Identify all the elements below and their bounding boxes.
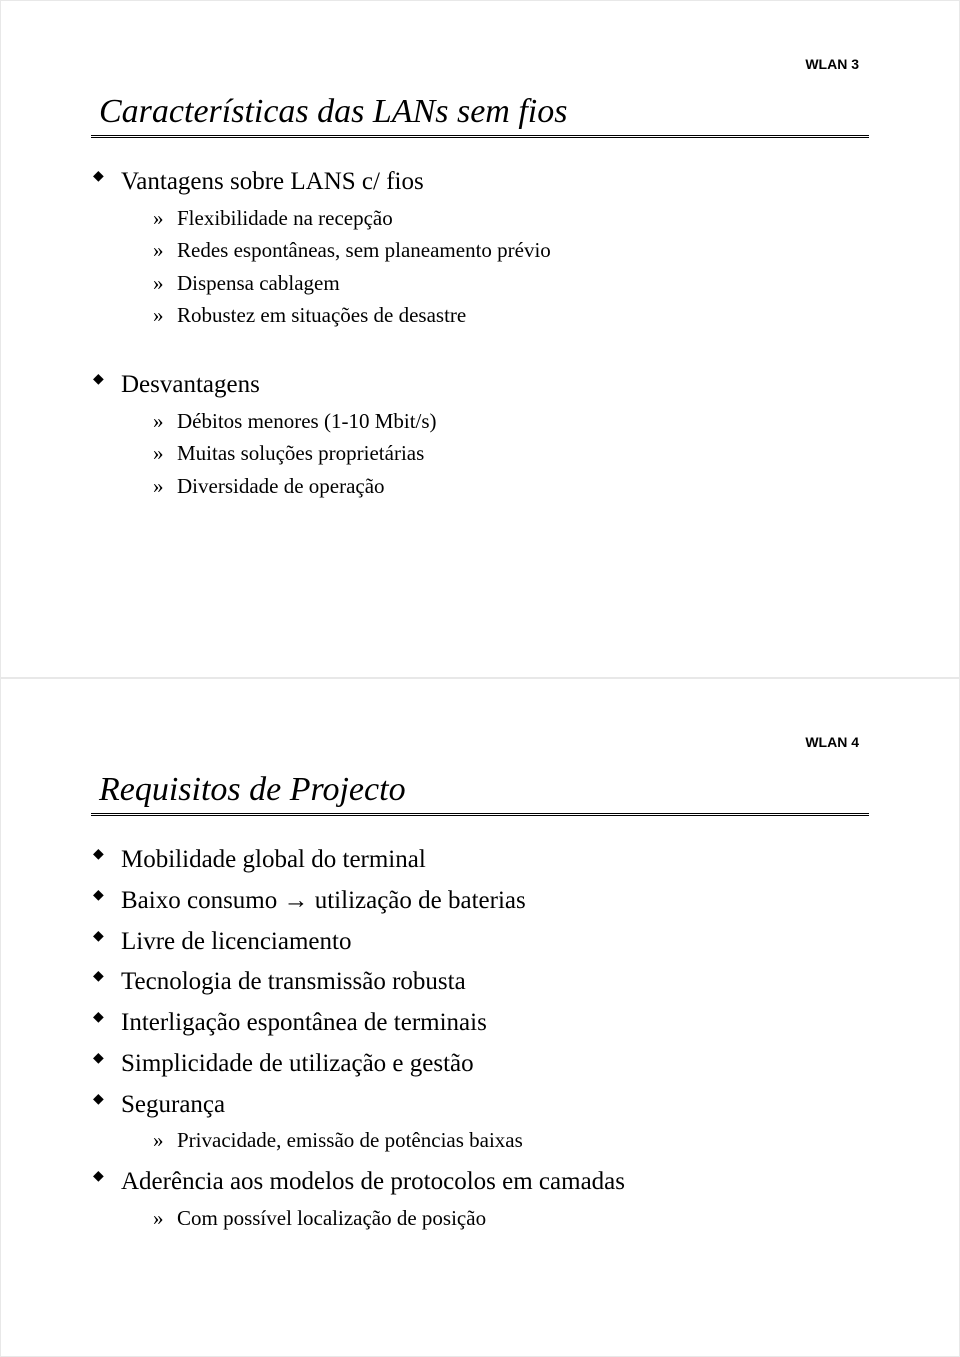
sub-list-item-text: Robustez em situações de desastre (177, 303, 466, 327)
list-item: Baixo consumo → utilização de baterias (91, 882, 869, 921)
list-item: Simplicidade de utilização e gestão (91, 1045, 869, 1084)
sub-list-item: Com possível localização de posição (153, 1202, 869, 1235)
bullet-list: Mobilidade global do terminal Baixo cons… (91, 841, 869, 1234)
bullet-list: Desvantagens Débitos menores (1-10 Mbit/… (91, 366, 869, 502)
slide: WLAN 4 Requisitos de Projecto Mobilidade… (0, 678, 960, 1357)
list-item: Livre de licenciamento (91, 923, 869, 962)
list-item-text: Interligação espontânea de terminais (121, 1009, 487, 1036)
title-rule (91, 813, 869, 817)
sub-list-item: Privacidade, emissão de potências baixas (153, 1124, 869, 1157)
sub-list-item-text: Muitas soluções proprietárias (177, 441, 424, 465)
list-item: Tecnologia de transmissão robusta (91, 963, 869, 1002)
sub-list: Débitos menores (1-10 Mbit/s) Muitas sol… (121, 405, 869, 503)
list-item: Aderência aos modelos de protocolos em c… (91, 1163, 869, 1234)
list-item: Desvantagens Débitos menores (1-10 Mbit/… (91, 366, 869, 502)
list-item-text: Simplicidade de utilização e gestão (121, 1050, 474, 1077)
list-item: Interligação espontânea de terminais (91, 1004, 869, 1043)
sub-list-item-text: Privacidade, emissão de potências baixas (177, 1128, 523, 1152)
sub-list-item: Flexibilidade na recepção (153, 202, 869, 235)
sub-list-item: Débitos menores (1-10 Mbit/s) (153, 405, 869, 438)
list-item: Segurança Privacidade, emissão de potênc… (91, 1086, 869, 1157)
title-rule (91, 135, 869, 139)
slide-title: Requisitos de Projecto (91, 771, 869, 809)
list-item-text: Livre de licenciamento (121, 928, 351, 955)
sub-list-item: Dispensa cablagem (153, 267, 869, 300)
sub-list-item: Muitas soluções proprietárias (153, 437, 869, 470)
sub-list-item-text: Redes espontâneas, sem planeamento prévi… (177, 238, 551, 262)
sub-list: Flexibilidade na recepção Redes espontân… (121, 202, 869, 332)
list-item-text: Aderência aos modelos de protocolos em c… (121, 1168, 625, 1195)
sub-list-item-text: Diversidade de operação (177, 474, 385, 498)
list-item-text: Segurança (121, 1091, 225, 1118)
slide-content: Vantagens sobre LANS c/ fios Flexibilida… (91, 163, 869, 502)
sub-list-item-text: Flexibilidade na recepção (177, 206, 393, 230)
list-item: Vantagens sobre LANS c/ fios Flexibilida… (91, 163, 869, 332)
sub-list-item-text: Com possível localização de posição (177, 1206, 486, 1230)
sub-list-item-text: Dispensa cablagem (177, 271, 340, 295)
list-item-text: Mobilidade global do terminal (121, 846, 426, 873)
slide-header: WLAN 3 (805, 56, 859, 72)
list-item-text: Tecnologia de transmissão robusta (121, 968, 466, 995)
sub-list: Com possível localização de posição (121, 1202, 869, 1235)
sub-list-item: Redes espontâneas, sem planeamento prévi… (153, 234, 869, 267)
list-item: Mobilidade global do terminal (91, 841, 869, 880)
slide: WLAN 3 Características das LANs sem fios… (0, 0, 960, 678)
slide-title: Características das LANs sem fios (91, 93, 869, 131)
sub-list-item: Diversidade de operação (153, 470, 869, 503)
sub-list-item: Robustez em situações de desastre (153, 299, 869, 332)
section-gap (91, 338, 869, 366)
slide-content: Mobilidade global do terminal Baixo cons… (91, 841, 869, 1234)
slide-header: WLAN 4 (805, 734, 859, 750)
list-item-text: Desvantagens (121, 371, 260, 398)
list-item-text: Vantagens sobre LANS c/ fios (121, 168, 424, 195)
sub-list: Privacidade, emissão de potências baixas (121, 1124, 869, 1157)
list-item-text: Baixo consumo → utilização de baterias (121, 887, 526, 914)
sub-list-item-text: Débitos menores (1-10 Mbit/s) (177, 409, 437, 433)
bullet-list: Vantagens sobre LANS c/ fios Flexibilida… (91, 163, 869, 332)
